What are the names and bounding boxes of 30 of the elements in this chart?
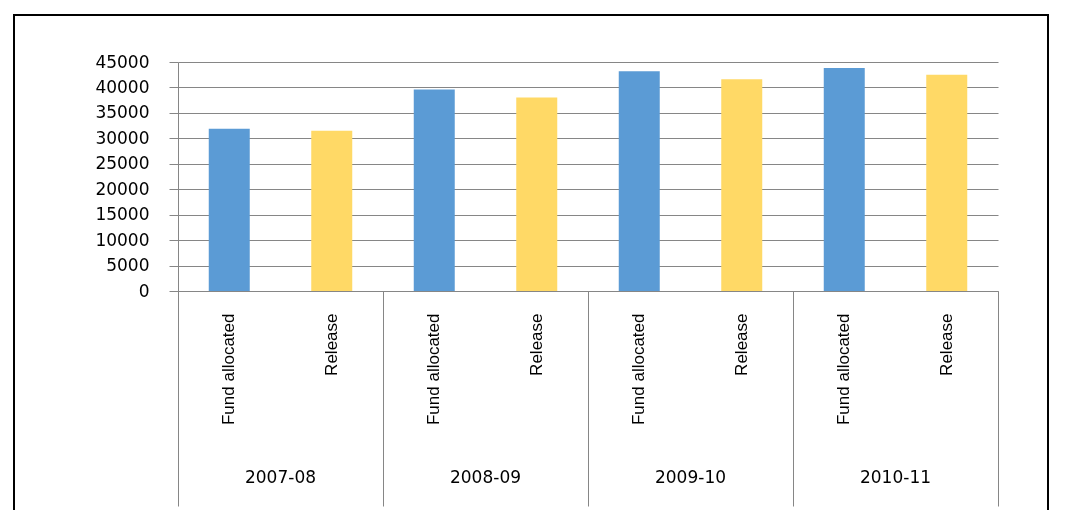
text: 2008-09 <box>449 467 522 487</box>
bar <box>823 68 865 291</box>
x-tick-label: Release <box>936 313 956 376</box>
bar <box>618 71 660 291</box>
y-tick-label: 45000 <box>95 51 150 72</box>
x-tick-label: Fund allocated <box>629 313 649 426</box>
bar <box>413 89 455 291</box>
x-tick-label: Release <box>526 313 546 376</box>
text: 2009-10 <box>654 467 727 487</box>
y-tick-label: 20000 <box>95 178 150 199</box>
text: 2007-08 <box>244 467 317 487</box>
y-tick-label: 5000 <box>106 255 150 276</box>
y-tick-label: 30000 <box>95 127 150 148</box>
bar <box>516 97 558 291</box>
x-tick-label: Release <box>321 313 341 376</box>
bar <box>311 130 353 291</box>
y-tick-label: 10000 <box>95 229 150 250</box>
x-tick-label: Fund allocated <box>219 313 239 426</box>
bar <box>721 79 763 291</box>
x-tick-label: Release <box>731 313 751 376</box>
y-tick-label: 40000 <box>95 76 150 97</box>
y-tick-label: 35000 <box>95 102 150 123</box>
x-tick-label: Fund allocated <box>834 313 854 426</box>
bar <box>208 128 250 291</box>
text: 2010-11 <box>859 467 932 487</box>
y-tick-label: 25000 <box>95 153 150 174</box>
y-tick-label: 0 <box>138 280 150 301</box>
x-tick-label: Fund allocated <box>424 313 444 426</box>
bar <box>926 74 968 291</box>
y-tick-label: 15000 <box>95 204 150 225</box>
